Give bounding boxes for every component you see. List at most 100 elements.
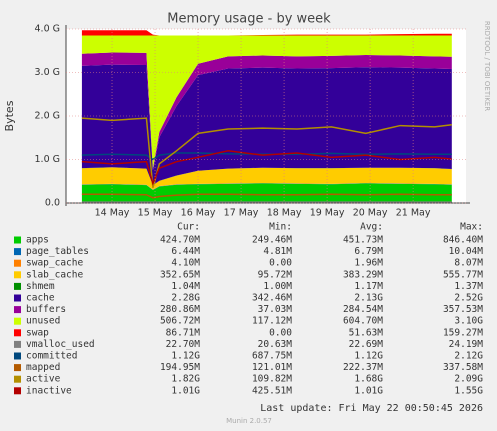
last-update: Last update: Fri May 22 00:50:45 2026: [260, 403, 483, 414]
legend-value: 194.95M: [160, 362, 200, 373]
legend-value: 4.10M: [171, 258, 200, 269]
area-page-tables: [81, 183, 452, 190]
legend-header: Min:: [269, 222, 292, 233]
legend-name: cache: [26, 293, 55, 304]
watermark: RRDTOOL / TOBI OETIKER: [483, 21, 491, 111]
legend-name: buffers: [26, 304, 66, 315]
legend-value: 1.01G: [354, 385, 383, 396]
legend-value: 1.12G: [354, 351, 383, 362]
legend-value: 0.00: [269, 258, 292, 269]
legend-swatch: [14, 294, 21, 302]
area-swap-cache: [81, 182, 452, 190]
x-tick-label: 18 May: [267, 208, 302, 219]
legend-value: 1.01G: [171, 385, 200, 396]
legend-header: Avg:: [360, 222, 383, 233]
legend-swatch: [14, 352, 21, 360]
legend-value: 342.46M: [252, 293, 292, 304]
legend-swatch: [14, 306, 21, 314]
legend-header: Cur:: [177, 222, 200, 233]
legend-value: 8.07M: [454, 258, 483, 269]
legend-value: 109.82M: [252, 374, 292, 385]
legend-header: Max:: [460, 222, 483, 233]
legend-name: swap: [26, 327, 49, 338]
legend-value: 51.63M: [349, 327, 384, 338]
x-tick-label: 20 May: [353, 208, 388, 219]
line-committed: [81, 152, 452, 161]
area-apps: [81, 183, 452, 203]
legend-name: slab_cache: [26, 269, 83, 280]
legend-value: 425.51M: [252, 385, 292, 396]
legend-value: 1.82G: [171, 374, 200, 385]
legend-swatch: [14, 236, 21, 244]
legend-swatch: [14, 364, 21, 372]
legend-name: unused: [26, 316, 60, 327]
legend-value: 1.96M: [354, 258, 383, 269]
legend-value: 352.65M: [160, 269, 200, 280]
legend-value: 20.63M: [258, 339, 293, 350]
legend-name: inactive: [26, 385, 72, 396]
legend-value: 95.72M: [258, 269, 293, 280]
legend-swatch: [14, 340, 21, 348]
legend-value: 0.00: [269, 327, 292, 338]
legend-value: 604.70M: [343, 316, 383, 327]
y-axis-label: Bytes: [3, 100, 16, 131]
area-swap: [81, 30, 452, 36]
legend-swatch: [14, 317, 21, 325]
legend-swatch: [14, 387, 21, 395]
y-tick-label: 0.0: [45, 198, 60, 209]
legend-value: 1.17M: [354, 281, 383, 292]
plot: [81, 30, 452, 203]
chart-title: Memory usage - by week: [167, 12, 331, 27]
legend-value: 1.68G: [354, 374, 383, 385]
legend-value: 2.28G: [171, 293, 200, 304]
legend-value: 555.77M: [443, 269, 483, 280]
legend-swatch: [14, 259, 21, 267]
legend-value: 424.70M: [160, 235, 200, 246]
legend-name: swap_cache: [26, 258, 83, 269]
legend-value: 6.79M: [354, 246, 383, 257]
legend-value: 249.46M: [252, 235, 292, 246]
x-tick-label: 14 May: [95, 208, 130, 219]
x-tick-label: 15 May: [138, 208, 173, 219]
line-active: [81, 117, 452, 188]
legend-value: 37.03M: [258, 304, 293, 315]
legend-value: 383.29M: [343, 269, 383, 280]
x-tick-label: 19 May: [310, 208, 345, 219]
legend-swatch: [14, 248, 21, 256]
y-tick-label: 4.0 G: [35, 24, 61, 35]
y-tick-label: 2.0 G: [35, 111, 61, 122]
legend-value: 2.52G: [454, 293, 483, 304]
legend-value: 687.75M: [252, 351, 292, 362]
legend-value: 24.19M: [449, 339, 484, 350]
area-slab-cache: [81, 167, 452, 190]
legend-name: committed: [26, 351, 77, 362]
legend-value: 2.12G: [454, 351, 483, 362]
legend-value: 10.04M: [449, 246, 484, 257]
legend-swatch: [14, 329, 21, 337]
legend-value: 159.27M: [443, 327, 483, 338]
legend-name: vmalloc_used: [26, 339, 95, 350]
legend-value: 3.10G: [454, 316, 483, 327]
x-tick-label: 21 May: [396, 208, 431, 219]
legend-name: active: [26, 374, 61, 385]
area-buffers: [81, 52, 452, 171]
legend-value: 451.73M: [343, 235, 383, 246]
area-cache: [81, 64, 452, 186]
legend-value: 1.04M: [171, 281, 200, 292]
legend-value: 357.53M: [443, 304, 483, 315]
legend-value: 280.86M: [160, 304, 200, 315]
legend-value: 4.81M: [263, 246, 292, 257]
legend-swatch: [14, 375, 21, 383]
legend-name: shmem: [26, 281, 55, 292]
legend-value: 121.01M: [252, 362, 292, 373]
legend-name: mapped: [26, 362, 60, 373]
legend-value: 846.40M: [443, 235, 483, 246]
x-tick-label: 17 May: [224, 208, 259, 219]
y-tick-label: 3.0 G: [35, 67, 61, 78]
legend-value: 86.71M: [166, 327, 201, 338]
y-tick-label: 1.0 G: [35, 154, 61, 165]
legend-value: 2.09G: [454, 374, 483, 385]
legend-swatch: [14, 271, 21, 279]
legend-value: 117.12M: [252, 316, 292, 327]
